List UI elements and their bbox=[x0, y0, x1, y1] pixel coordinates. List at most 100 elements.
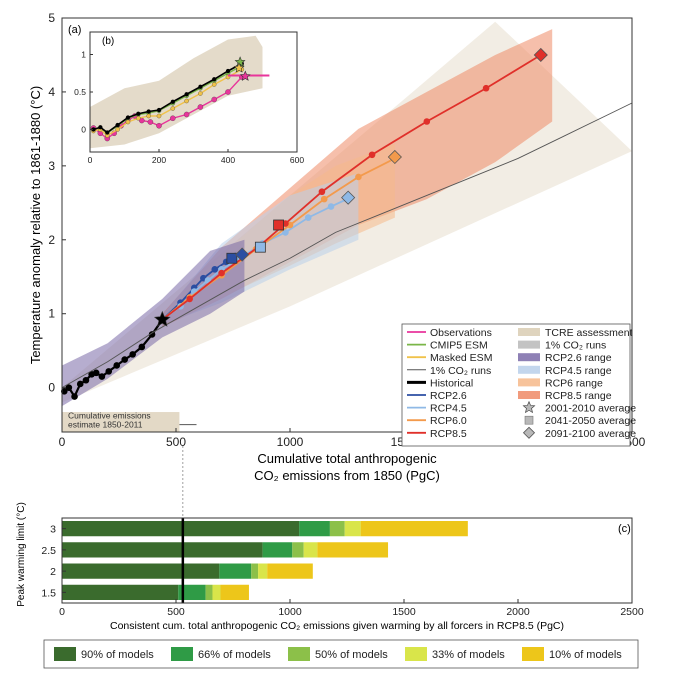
legend-label-rcp45_range: RCP4.5 range bbox=[545, 365, 612, 377]
one_pct-line bbox=[61, 102, 633, 389]
inset-observations-point bbox=[170, 115, 176, 122]
historical-point bbox=[65, 384, 73, 391]
bar-segment-bar_10 bbox=[317, 542, 389, 558]
rcp60-diamond-marker bbox=[387, 149, 402, 165]
legend-c-label-bar_33: 33% of models bbox=[432, 649, 505, 661]
bar-segment-bar_90 bbox=[62, 521, 300, 537]
c-x-tick-label: 0 bbox=[59, 606, 65, 618]
legend-c-label-bar_66: 66% of models bbox=[198, 649, 271, 661]
bar-segment-bar_66 bbox=[219, 563, 252, 579]
historical-point bbox=[129, 351, 136, 358]
rcp85-point bbox=[218, 269, 225, 277]
inset-y-tick-label: 1 bbox=[81, 50, 86, 60]
inset-historical-point bbox=[125, 115, 131, 120]
inset-historical-line bbox=[93, 62, 243, 134]
historical-point bbox=[105, 368, 113, 375]
inset-historical-point bbox=[146, 109, 151, 114]
inset-observations-star bbox=[239, 70, 251, 81]
inset-x-tick-label: 0 bbox=[88, 155, 93, 165]
inset-historical-point bbox=[105, 130, 110, 135]
inset-historical-point bbox=[136, 111, 141, 116]
legend-label-one_pct: 1% CO₂ runs bbox=[430, 365, 491, 377]
y-tick-label: 2 bbox=[48, 233, 55, 247]
rcp85-point bbox=[186, 295, 193, 303]
historical-point bbox=[60, 388, 68, 395]
bar-segment-bar_33 bbox=[212, 584, 221, 600]
bars-c bbox=[62, 518, 468, 603]
c-category-label: 1.5 bbox=[41, 587, 56, 599]
historical-point bbox=[76, 380, 84, 388]
rcp85-diamond-marker bbox=[533, 47, 548, 63]
plot-frame-a bbox=[61, 17, 633, 433]
x-tick-label: 1000 bbox=[277, 435, 304, 449]
cumulative-box-label-2: estimate 1850-2011 bbox=[68, 420, 143, 430]
historical-point bbox=[71, 393, 78, 400]
historical-point bbox=[98, 373, 106, 380]
bar-segment-bar_66 bbox=[178, 584, 206, 600]
c-x-tick-label: 1500 bbox=[392, 606, 416, 618]
inset-masked_esm-point bbox=[146, 113, 151, 119]
legend-swatch-one_pct_range bbox=[518, 340, 540, 349]
legend-swatch-rcp26_range bbox=[518, 353, 540, 362]
inset-lines bbox=[90, 56, 270, 142]
legend-square-icon bbox=[524, 415, 534, 425]
x-axis-label-c: Consistent cum. total anthropogenic CO₂ … bbox=[110, 620, 564, 632]
inset-observations-point bbox=[183, 111, 190, 118]
bar-segment-bar_10 bbox=[267, 563, 313, 579]
legend-label-rcp26_range: RCP2.6 range bbox=[545, 352, 612, 364]
rcp26-diamond-marker bbox=[235, 247, 250, 262]
rcp60-point bbox=[320, 195, 328, 203]
bar-segment-bar_50 bbox=[205, 584, 213, 600]
axis-ticks-c: 3 2.5 2 1.50 500 1000 1500 2000 2500 bbox=[41, 524, 643, 618]
legend-c-swatch-bar_10 bbox=[522, 647, 544, 661]
x-tick-label: 0 bbox=[59, 435, 66, 449]
inset-observations-line bbox=[93, 76, 243, 140]
rcp60-point bbox=[355, 173, 362, 181]
inset-masked_esm-point bbox=[115, 127, 120, 132]
legend-label-rcp85_range: RCP8.5 range bbox=[545, 390, 612, 402]
y-tick-label: 3 bbox=[48, 159, 55, 173]
inset-historical-point bbox=[225, 68, 231, 74]
bar-segment-bar_90 bbox=[62, 542, 263, 558]
inset-historical-point bbox=[156, 107, 162, 113]
legend-label-observations: Observations bbox=[430, 327, 492, 339]
legend-box bbox=[401, 323, 631, 447]
panel-c: 3 2.5 2 1.50 500 1000 1500 2000 2500 (c) Consist… bbox=[16, 446, 644, 669]
inset-masked_esm-point bbox=[170, 106, 176, 111]
c-x-tick-label: 500 bbox=[167, 606, 185, 618]
inset-observations-point bbox=[147, 119, 154, 125]
bar-segment-bar_33 bbox=[258, 563, 268, 579]
legend-swatch-rcp60_range bbox=[518, 378, 540, 387]
historical-point bbox=[113, 362, 121, 369]
rcp45-square-marker bbox=[254, 241, 266, 253]
bar-segment-bar_33 bbox=[344, 521, 361, 537]
rcp45-point bbox=[282, 229, 289, 236]
legend-c-swatch-bar_90 bbox=[54, 647, 76, 661]
legend-label-masked_esm: Masked ESM bbox=[430, 352, 492, 364]
y-tick-label: 1 bbox=[48, 307, 55, 321]
rcp85-line bbox=[161, 54, 542, 321]
inset-observations-point bbox=[156, 123, 162, 129]
panel-a: Cumulative emissions estimate 1850-2011 … bbox=[28, 11, 646, 483]
legend-label-rcp45: RCP4.5 bbox=[430, 403, 467, 415]
inset-observations-point bbox=[197, 104, 204, 110]
x-axis-label-line1: Cumulative total anthropogenic bbox=[257, 451, 437, 466]
inset-masked_esm-point bbox=[125, 119, 131, 125]
inset-masked_esm-point bbox=[156, 113, 162, 119]
legend-c-swatch-bar_33 bbox=[405, 647, 427, 661]
historical-point bbox=[148, 331, 156, 338]
rcp45-point bbox=[304, 214, 312, 221]
rcp45-point bbox=[327, 203, 335, 210]
legend-c-label-bar_90: 90% of models bbox=[81, 649, 154, 661]
panel-label-c: (c) bbox=[618, 523, 631, 535]
y-tick-label: 0 bbox=[48, 381, 55, 395]
historical-point bbox=[121, 356, 128, 363]
inset-masked_esm-point bbox=[211, 82, 217, 87]
cumulative-emissions-box: Cumulative emissions estimate 1850-2011 bbox=[62, 411, 197, 432]
rcp85-square-marker bbox=[273, 219, 285, 231]
inset-historical-point bbox=[198, 84, 203, 89]
inset-historical-point bbox=[115, 122, 120, 128]
legend-label-one_pct_range: 1% CO₂ runs bbox=[545, 340, 606, 352]
inset-masked_esm-point bbox=[136, 116, 141, 121]
